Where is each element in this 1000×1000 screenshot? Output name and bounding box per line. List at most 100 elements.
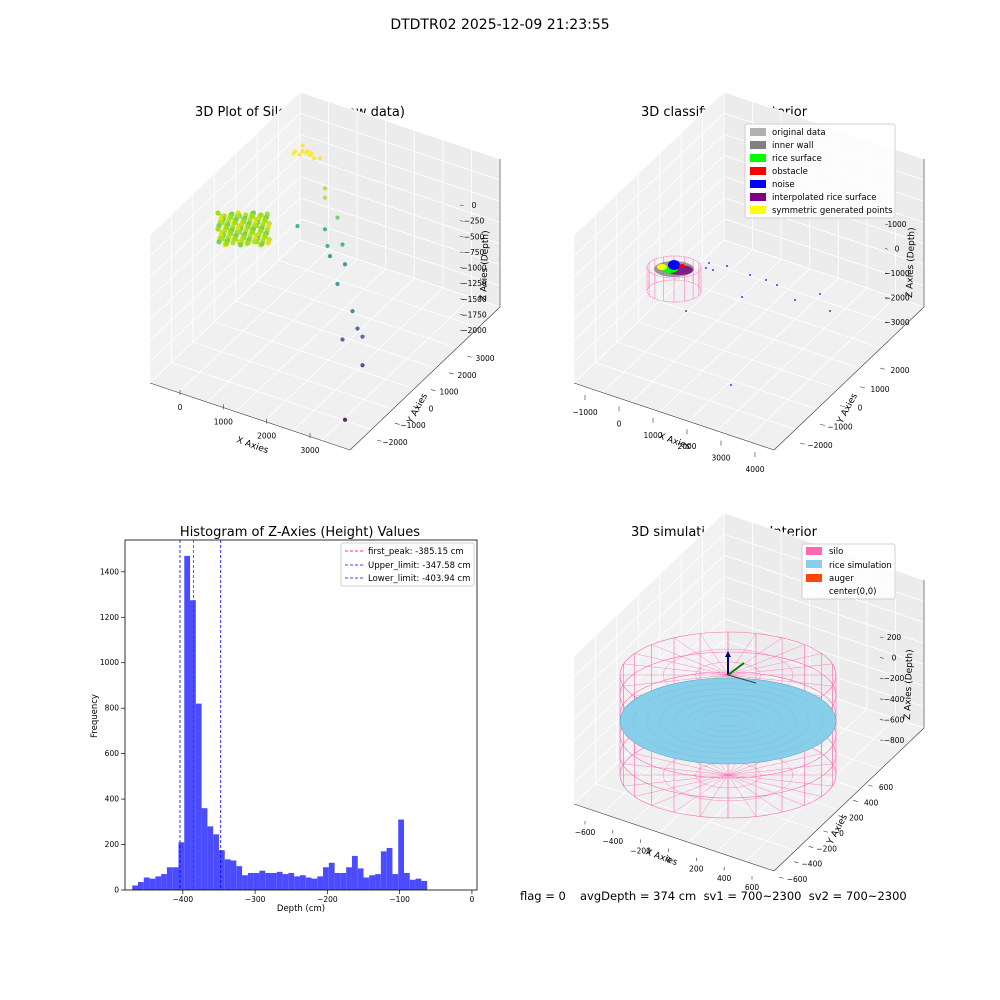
noise-point [776,284,778,286]
silo-bottom-radial [673,774,729,813]
surface-point [241,234,247,240]
y-tick-label-mark [778,876,784,879]
silo-top-radial [673,637,729,676]
histogram-bar [369,875,376,890]
raw-plot-3d-box [149,91,501,451]
y-tick-label-mark [853,800,858,802]
z-tick-label-mark [884,297,889,299]
surface-point [216,239,222,245]
histogram-bar [247,872,254,890]
y-tick-label: 1200 [100,613,119,622]
rice-grid-ring [633,683,823,759]
y-tick-label: 0 [429,404,434,413]
z-tick-label-mark [879,719,884,721]
data-point [327,254,333,259]
histogram-bar [201,808,208,890]
data-point [295,223,300,229]
rice-grid-ring [660,693,796,749]
grid-line [149,112,301,257]
y-tick-label-mark [838,815,843,818]
classify-plot-y-label: Y Axies [835,392,860,427]
z-tick-label-mark [459,267,464,269]
rice-grid-ring [673,699,783,743]
grid-line [638,321,839,390]
x-tick-label: −100 [389,895,410,904]
histogram-bar [155,876,162,890]
x-tick-label: 0 [617,419,622,428]
y-tick-label: −1000 [400,421,426,430]
panel-histogram: Histogram of Z-Axies (Height) Values −40… [90,525,478,914]
panel-classify: 3D classify of Silo Interior −1000010002… [572,91,925,474]
y-tick-label-mark [867,784,873,787]
y-axis-line [349,306,501,451]
surface-point [224,225,230,231]
z-tick-label-mark [884,321,889,324]
grid-line [723,639,925,708]
surface-point [258,228,264,234]
grid-line [659,268,810,413]
data-point [355,326,360,331]
grid-line [573,597,725,741]
histogram-bar [403,872,410,890]
grid-line [299,133,501,202]
y-tick-label-mark [466,355,472,358]
y-tick-label-mark [448,372,454,375]
grid-line [235,268,386,413]
silo-bottom-radial [727,774,833,787]
y-tick-label-mark [819,423,826,426]
surface-point [251,239,257,245]
y-tick-label-mark [808,846,814,848]
data-point [300,149,305,154]
surface-point [249,213,255,219]
raw-plot-x-ticks: 0 1000 2000 3000 [178,390,320,455]
grid-line [723,576,925,644]
rice-grid-ring [687,704,769,738]
y-tick-label: 3000 [475,354,494,363]
silo-bottom-radial [727,774,757,817]
histogram-bar [166,867,173,890]
x-tick-label: 1000 [214,417,233,426]
y-tick-label: 400 [105,795,120,804]
x-tick-label: 3000 [300,446,319,455]
histogram-bar [230,860,237,890]
x-tick-label: −400 [173,895,194,904]
surface-point [228,230,234,236]
histogram-x-ticks: −400 −300 −200 −100 0 [173,890,475,904]
y-tick-label-mark [412,406,418,408]
z-tick-label-mark [879,739,884,742]
histogram-bar [190,600,196,890]
grid-line [723,618,925,687]
noise-point [819,293,821,295]
grid-line [745,718,896,862]
y-tick-label-mark [793,861,799,864]
x-tick-label: 2000 [257,432,276,441]
y-tick-label: 200 [105,840,120,849]
grid-line [723,218,925,287]
x-axis-line [573,803,775,872]
z-tick-label: −1000 [461,264,487,273]
grid-line [616,341,817,410]
y-tick-label: 0 [858,404,863,413]
silo-top-radial [623,663,729,676]
grid-line [321,297,472,441]
grid-line [299,91,501,160]
z-tick-label-mark [459,251,464,253]
z-tick-label-mark [459,220,464,222]
histogram-title: Histogram of Z-Axies (Height) Values [180,525,420,540]
grid-line [264,277,415,422]
silo-top-radial [623,674,729,687]
panel-simulation: 3D simulation of Silo Interior −600−400−… [573,512,925,892]
rice-grid-ring [646,688,810,754]
histogram-bar [178,842,185,890]
y-tick-label-mark [859,386,866,389]
histogram-bar [271,872,277,890]
z-tick-label: −750 [464,248,485,257]
simulation-plot-z-label: Z Axies (Depth) [903,649,915,720]
noise-point [794,299,796,301]
silo-bottom-radial [727,774,822,797]
rice-simulation-surface [619,677,837,765]
histogram-bar [276,871,283,890]
